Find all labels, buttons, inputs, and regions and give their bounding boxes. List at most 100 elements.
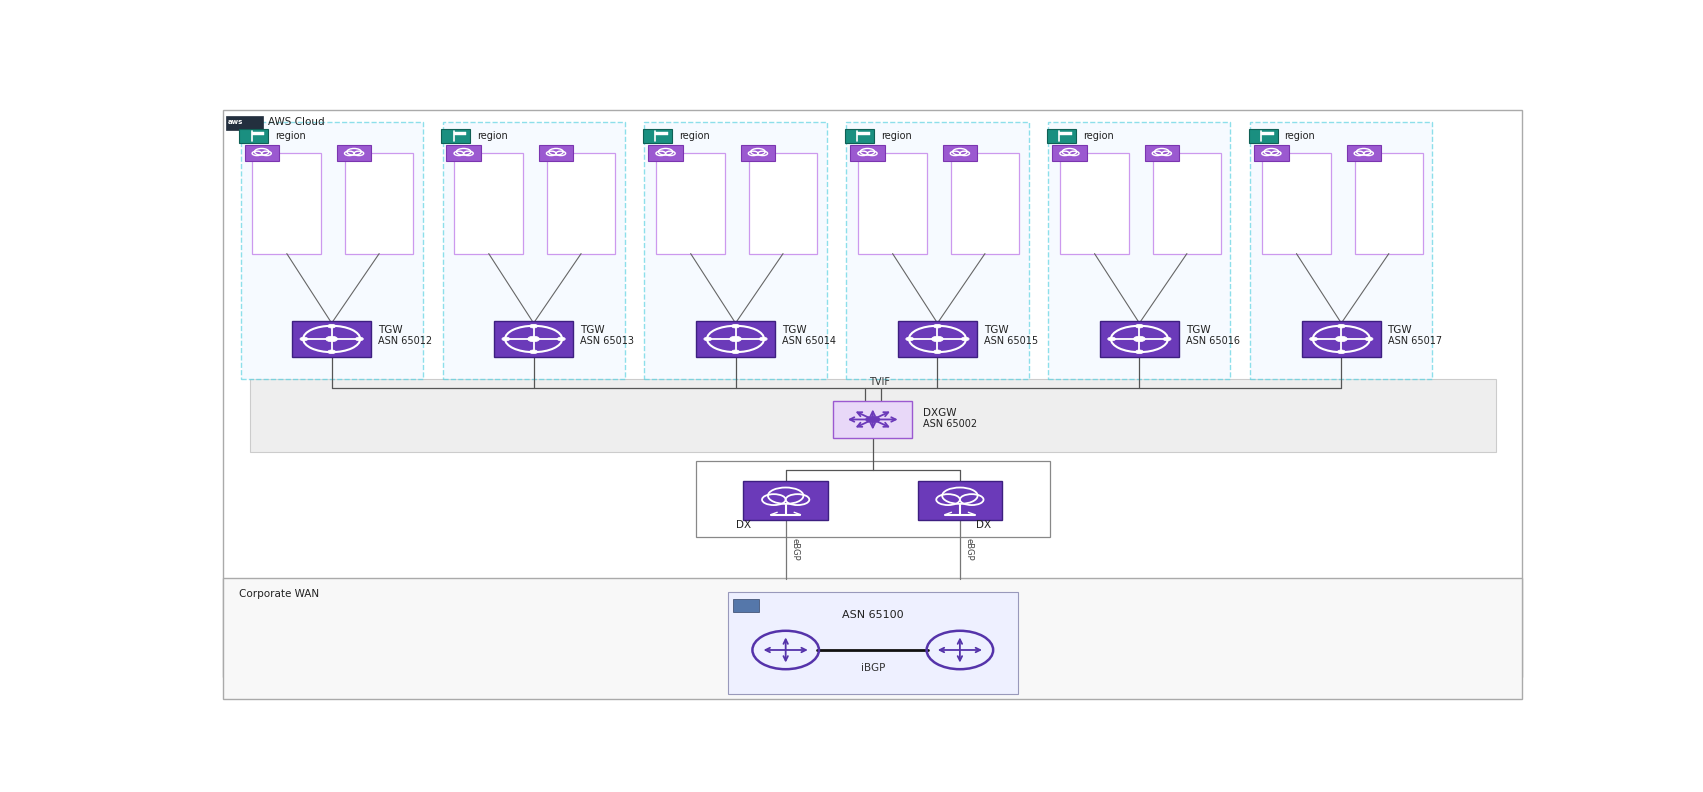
Text: ASN 65100: ASN 65100	[841, 610, 904, 620]
Text: TGW: TGW	[1185, 326, 1211, 336]
Circle shape	[906, 337, 915, 341]
FancyBboxPatch shape	[337, 145, 371, 161]
FancyBboxPatch shape	[741, 145, 775, 161]
Text: ASN 65002: ASN 65002	[923, 419, 978, 429]
FancyBboxPatch shape	[1262, 132, 1274, 135]
Circle shape	[1107, 337, 1115, 341]
Text: aws: aws	[228, 120, 244, 125]
FancyBboxPatch shape	[858, 153, 926, 253]
Circle shape	[703, 337, 712, 341]
Circle shape	[932, 337, 943, 341]
Circle shape	[327, 350, 335, 353]
FancyBboxPatch shape	[238, 129, 269, 143]
FancyBboxPatch shape	[1059, 132, 1071, 135]
FancyBboxPatch shape	[245, 145, 279, 161]
Text: DXGW: DXGW	[923, 409, 957, 418]
Text: TGW: TGW	[1388, 326, 1412, 336]
Text: region: region	[477, 131, 507, 141]
FancyBboxPatch shape	[727, 592, 1018, 694]
Text: TGW: TGW	[782, 326, 806, 336]
FancyBboxPatch shape	[1253, 145, 1289, 161]
Text: ASN 65014: ASN 65014	[782, 337, 836, 346]
Text: region: region	[274, 131, 305, 141]
FancyBboxPatch shape	[656, 153, 725, 253]
Text: region: region	[1083, 131, 1114, 141]
Text: iBGP: iBGP	[860, 663, 886, 673]
Circle shape	[1134, 337, 1146, 341]
FancyBboxPatch shape	[443, 123, 625, 379]
FancyBboxPatch shape	[250, 379, 1495, 451]
FancyBboxPatch shape	[950, 153, 1020, 253]
FancyBboxPatch shape	[453, 132, 467, 135]
Text: ASN 65016: ASN 65016	[1185, 337, 1240, 346]
Text: DX: DX	[976, 520, 991, 530]
Circle shape	[1163, 337, 1172, 341]
FancyBboxPatch shape	[223, 578, 1522, 699]
FancyBboxPatch shape	[494, 321, 574, 357]
Text: ASN 65013: ASN 65013	[579, 337, 634, 346]
Text: DX: DX	[736, 520, 751, 530]
Text: Corporate WAN: Corporate WAN	[238, 589, 320, 599]
FancyBboxPatch shape	[749, 153, 817, 253]
FancyBboxPatch shape	[1061, 153, 1129, 253]
FancyBboxPatch shape	[943, 145, 978, 161]
Circle shape	[325, 337, 337, 341]
FancyBboxPatch shape	[226, 116, 262, 130]
Circle shape	[502, 337, 509, 341]
FancyBboxPatch shape	[441, 129, 470, 143]
FancyBboxPatch shape	[918, 481, 1001, 520]
FancyBboxPatch shape	[1144, 145, 1178, 161]
FancyBboxPatch shape	[833, 402, 913, 438]
Circle shape	[1310, 337, 1318, 341]
Text: eBGP: eBGP	[790, 539, 799, 561]
Circle shape	[1136, 350, 1143, 353]
FancyBboxPatch shape	[1354, 153, 1424, 253]
FancyBboxPatch shape	[293, 321, 371, 357]
Circle shape	[327, 325, 335, 328]
FancyBboxPatch shape	[455, 153, 523, 253]
Circle shape	[732, 350, 739, 353]
FancyBboxPatch shape	[897, 321, 978, 357]
FancyBboxPatch shape	[644, 123, 826, 379]
Text: ASN 65017: ASN 65017	[1388, 337, 1442, 346]
FancyBboxPatch shape	[656, 132, 668, 135]
FancyBboxPatch shape	[1100, 321, 1178, 357]
Circle shape	[530, 325, 538, 328]
FancyBboxPatch shape	[240, 123, 422, 379]
FancyBboxPatch shape	[1301, 321, 1381, 357]
Circle shape	[933, 350, 942, 353]
FancyBboxPatch shape	[1248, 129, 1277, 143]
Circle shape	[960, 337, 969, 341]
Text: TGW: TGW	[378, 326, 402, 336]
Circle shape	[865, 416, 880, 423]
FancyBboxPatch shape	[1052, 145, 1087, 161]
Text: AWS Cloud: AWS Cloud	[269, 117, 325, 128]
FancyBboxPatch shape	[1047, 129, 1076, 143]
Circle shape	[557, 337, 565, 341]
Text: ASN 65015: ASN 65015	[984, 337, 1037, 346]
Circle shape	[1337, 350, 1345, 353]
FancyBboxPatch shape	[252, 153, 322, 253]
FancyBboxPatch shape	[1153, 153, 1221, 253]
FancyBboxPatch shape	[697, 321, 775, 357]
FancyBboxPatch shape	[547, 153, 615, 253]
Circle shape	[1335, 337, 1347, 341]
FancyBboxPatch shape	[644, 129, 673, 143]
FancyBboxPatch shape	[857, 132, 870, 135]
FancyBboxPatch shape	[446, 145, 480, 161]
Text: TGW: TGW	[984, 326, 1008, 336]
FancyBboxPatch shape	[846, 123, 1029, 379]
Text: region: region	[679, 131, 710, 141]
FancyBboxPatch shape	[252, 132, 264, 135]
FancyBboxPatch shape	[223, 110, 1522, 677]
FancyBboxPatch shape	[850, 145, 884, 161]
Circle shape	[732, 325, 739, 328]
Text: ASN 65012: ASN 65012	[378, 337, 433, 346]
Circle shape	[356, 337, 363, 341]
FancyBboxPatch shape	[732, 600, 760, 611]
FancyBboxPatch shape	[845, 129, 874, 143]
FancyBboxPatch shape	[1347, 145, 1381, 161]
Circle shape	[528, 337, 540, 341]
Circle shape	[300, 337, 308, 341]
Text: TVIF: TVIF	[869, 377, 891, 386]
